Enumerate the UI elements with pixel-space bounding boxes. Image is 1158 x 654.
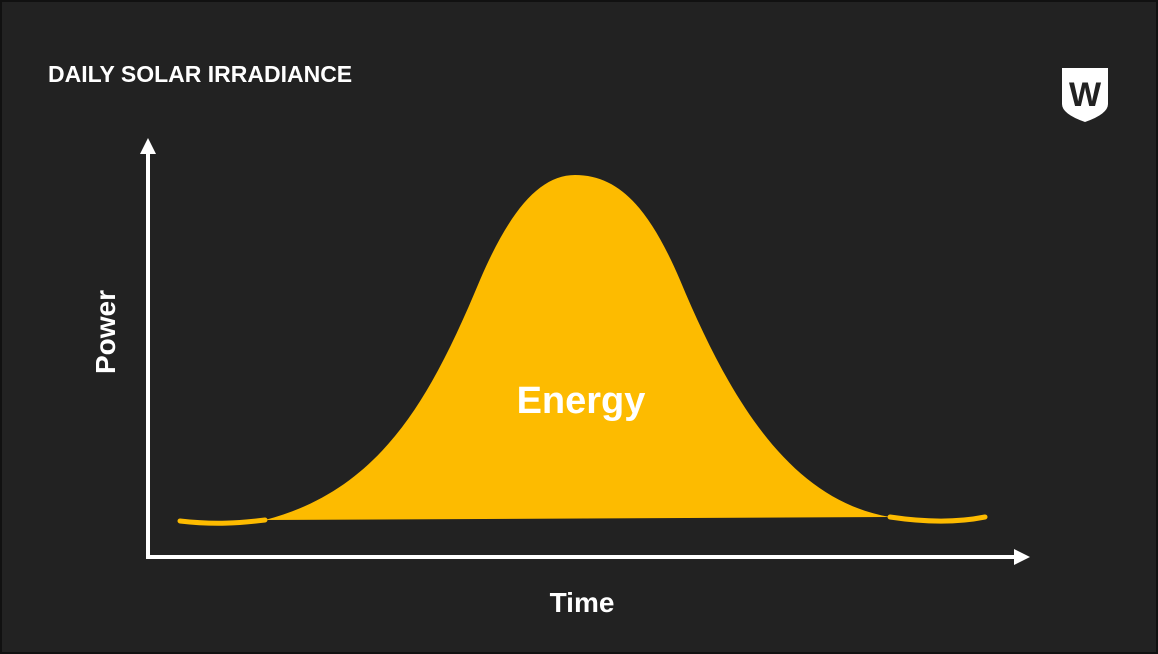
logo-letter: W bbox=[1069, 76, 1102, 114]
x-axis-arrow bbox=[1014, 549, 1030, 565]
curve-tail-right bbox=[887, 514, 988, 524]
x-axis-label: Time bbox=[550, 587, 615, 618]
logo: W bbox=[1062, 68, 1108, 122]
area-label: Energy bbox=[517, 380, 646, 422]
logo-shield bbox=[1062, 68, 1108, 122]
energy-area bbox=[265, 175, 890, 520]
slide-title: DAILY SOLAR IRRADIANCE bbox=[48, 61, 352, 87]
y-axis-arrow bbox=[140, 138, 156, 154]
curve-tail-left bbox=[177, 517, 268, 526]
y-axis-label: Power bbox=[90, 290, 121, 374]
